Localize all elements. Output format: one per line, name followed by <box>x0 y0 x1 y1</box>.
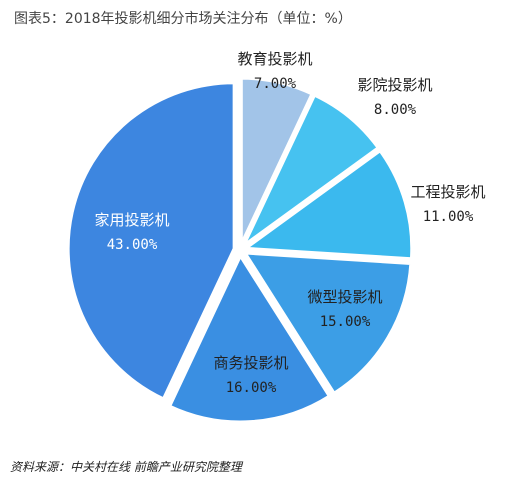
slice-value-label: 43.00% <box>107 237 158 253</box>
slice-category-label: 工程投影机 <box>410 183 485 201</box>
slice-value-label: 16.00% <box>226 380 277 396</box>
pie-labels: 教育投影机 7.00% 影院投影机 8.00% 工程投影机 11.00% 微型投影机 15.0… <box>94 50 485 396</box>
chart-title: 图表5：2018年投影机细分市场关注分布（单位：%） <box>14 11 352 27</box>
pie-slice <box>241 148 414 261</box>
pie-slice <box>242 93 381 247</box>
slice-value-label: 11.00% <box>423 209 474 225</box>
pie-slices <box>66 76 414 424</box>
slice-category-label: 商务投影机 <box>213 354 288 372</box>
slice-category-label: 家用投影机 <box>94 211 169 229</box>
pie-slice <box>167 252 332 424</box>
pie-slice <box>242 251 413 396</box>
slice-value-label: 15.00% <box>320 314 371 330</box>
slice-value-label: 7.00% <box>254 76 297 92</box>
pie-slice <box>66 81 236 401</box>
slice-category-label: 影院投影机 <box>357 76 432 94</box>
slice-value-label: 8.00% <box>374 102 417 118</box>
slice-category-label: 教育投影机 <box>237 50 312 68</box>
pie-slice <box>239 76 314 245</box>
source-note: 资料来源：中关村在线 前瞻产业研究院整理 <box>10 460 242 474</box>
slice-category-label: 微型投影机 <box>307 288 382 306</box>
